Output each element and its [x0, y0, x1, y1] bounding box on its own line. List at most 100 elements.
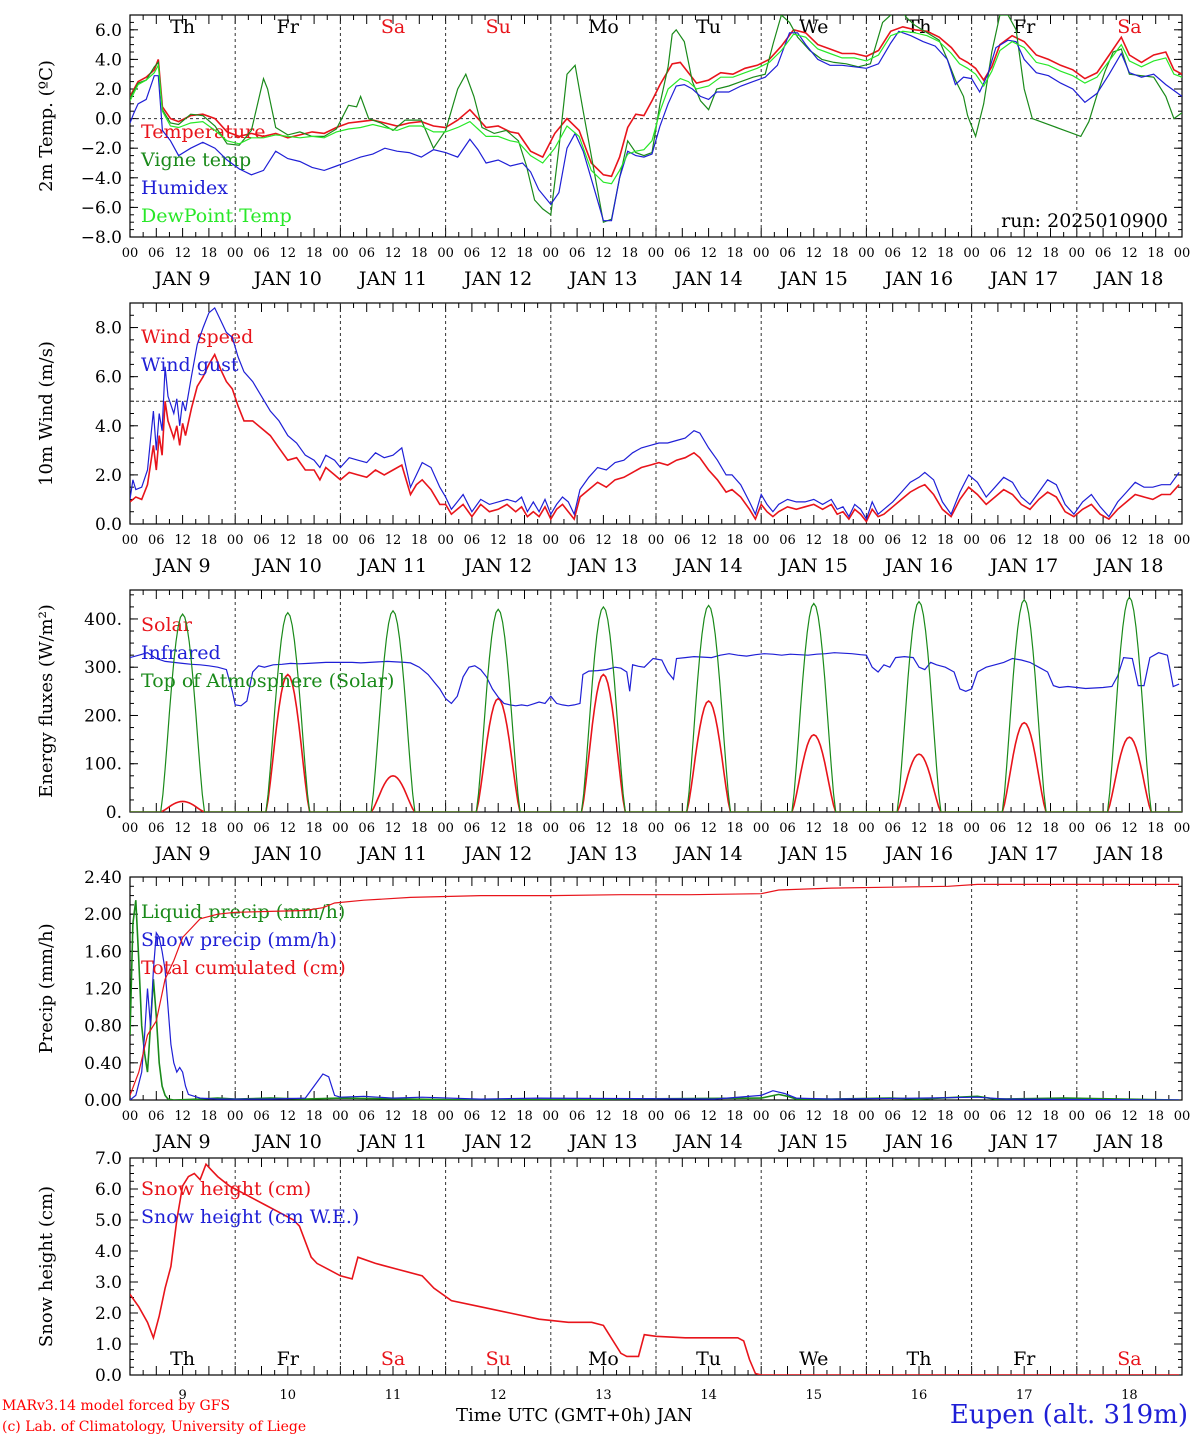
x-hour-label: 12	[1121, 821, 1138, 836]
x-date-label: JAN 14	[673, 555, 743, 577]
x-hour-label: 06	[674, 821, 691, 836]
x-hour-label: 00	[122, 1109, 139, 1124]
y-tick-label: 8.0	[95, 319, 122, 339]
panel-energy: 0. 100. 200. 300. 400. Energy fluxes (W/m²) 00…	[36, 589, 1190, 865]
x-hour-label: 00	[332, 533, 349, 548]
x-hour-label: 00	[1174, 533, 1191, 548]
series-line	[130, 883, 1180, 1096]
y-tick-label: 300.	[84, 658, 122, 678]
x-hour-label: 12	[1016, 1109, 1033, 1124]
x-date-label: JAN 17	[988, 555, 1058, 577]
x-day-number: 11	[385, 1388, 402, 1403]
x-hour-label: 18	[937, 246, 954, 261]
x-hour-label: 12	[806, 1109, 823, 1124]
x-axis-caption: Time UTC (GMT+0h) JAN	[456, 1405, 693, 1426]
y-tick-label: 6.0	[95, 1180, 122, 1200]
series-line	[130, 596, 1182, 812]
x-hour-label: 18	[201, 821, 218, 836]
x-hour-label: 12	[490, 821, 507, 836]
x-hour-label: 12	[700, 533, 717, 548]
x-date-label: JAN 14	[673, 268, 743, 290]
x-date-label: JAN 14	[673, 1131, 743, 1153]
x-hour-label: 12	[1016, 821, 1033, 836]
x-hour-label: 18	[937, 533, 954, 548]
x-hour-label: 18	[306, 246, 323, 261]
weekday-label: Th	[170, 16, 195, 38]
x-hour-label: 18	[516, 533, 533, 548]
x-hour-label: 12	[280, 533, 297, 548]
series-line	[130, 25, 1182, 178]
x-day-number: 12	[490, 1388, 507, 1403]
x-date-label: JAN 18	[1093, 555, 1163, 577]
series-line	[130, 930, 1180, 1100]
x-hour-label: 06	[464, 1109, 481, 1124]
weekday-label: Fr	[277, 1348, 300, 1370]
series-line	[130, 30, 1182, 222]
x-hour-label: 00	[1069, 246, 1086, 261]
x-date-label: JAN 16	[883, 1131, 953, 1153]
x-hour-label: 00	[543, 246, 560, 261]
x-date-label: JAN 12	[462, 843, 532, 865]
x-hour-label: 06	[884, 533, 901, 548]
x-date-label: JAN 16	[883, 268, 953, 290]
y-tick-label: −2.0	[81, 139, 122, 159]
weekday-label: Tu	[696, 16, 721, 38]
x-hour-label: 18	[832, 533, 849, 548]
x-hour-label: 00	[963, 821, 980, 836]
x-hour-label: 00	[332, 1109, 349, 1124]
x-date-label: JAN 18	[1093, 1131, 1163, 1153]
x-date-label: JAN 10	[252, 555, 322, 577]
x-hour-label: 00	[858, 1109, 875, 1124]
legend-entry: Snow height (cm)	[141, 1178, 311, 1200]
x-hour-label: 06	[253, 1109, 270, 1124]
x-hour-label: 12	[1121, 246, 1138, 261]
x-hour-label: 12	[700, 1109, 717, 1124]
x-hour-label: 18	[1042, 1109, 1059, 1124]
x-hour-label: 12	[911, 246, 928, 261]
x-hour-label: 12	[806, 533, 823, 548]
x-hour-label: 06	[253, 821, 270, 836]
x-hour-label: 18	[306, 821, 323, 836]
x-day-number: 13	[595, 1388, 612, 1403]
x-hour-label: 12	[280, 1109, 297, 1124]
weekday-label: Mo	[588, 16, 619, 38]
x-date-label: JAN 18	[1093, 268, 1163, 290]
y-tick-label: 7.0	[95, 1149, 122, 1169]
x-hour-label: 18	[201, 1109, 218, 1124]
x-hour-label: 00	[753, 533, 770, 548]
x-hour-label: 12	[595, 533, 612, 548]
y-tick-label: 0.0	[95, 1366, 122, 1386]
x-date-label: JAN 10	[252, 843, 322, 865]
y-axis-label: Snow height (cm)	[36, 1186, 57, 1347]
series-line	[130, 306, 1180, 521]
x-date-label: JAN 9	[153, 843, 211, 865]
y-tick-label: 100.	[84, 755, 122, 775]
weekday-label: Su	[486, 16, 511, 38]
legend-entry: Infrared	[141, 642, 221, 664]
x-hour-label: 18	[516, 246, 533, 261]
x-hour-label: 12	[1121, 1109, 1138, 1124]
x-date-label: JAN 13	[567, 268, 637, 290]
x-hour-label: 18	[1042, 246, 1059, 261]
x-hour-label: 00	[753, 1109, 770, 1124]
weekday-label: Mo	[588, 1348, 619, 1370]
x-date-label: JAN 10	[252, 1131, 322, 1153]
x-hour-label: 06	[148, 533, 165, 548]
x-hour-label: 00	[227, 1109, 244, 1124]
x-hour-label: 12	[911, 533, 928, 548]
x-hour-label: 06	[779, 1109, 796, 1124]
x-hour-label: 00	[543, 821, 560, 836]
x-hour-label: 12	[806, 246, 823, 261]
x-date-label: JAN 9	[153, 1131, 211, 1153]
x-date-label: JAN 11	[357, 1131, 427, 1153]
x-hour-label: 12	[490, 533, 507, 548]
x-hour-label: 06	[148, 1109, 165, 1124]
x-date-label: JAN 15	[778, 268, 848, 290]
x-hour-label: 00	[122, 533, 139, 548]
x-hour-label: 00	[543, 1109, 560, 1124]
x-hour-label: 12	[595, 1109, 612, 1124]
x-hour-label: 18	[621, 533, 638, 548]
y-tick-label: 4.0	[95, 1242, 122, 1262]
x-hour-label: 18	[621, 246, 638, 261]
x-hour-label: 00	[332, 246, 349, 261]
